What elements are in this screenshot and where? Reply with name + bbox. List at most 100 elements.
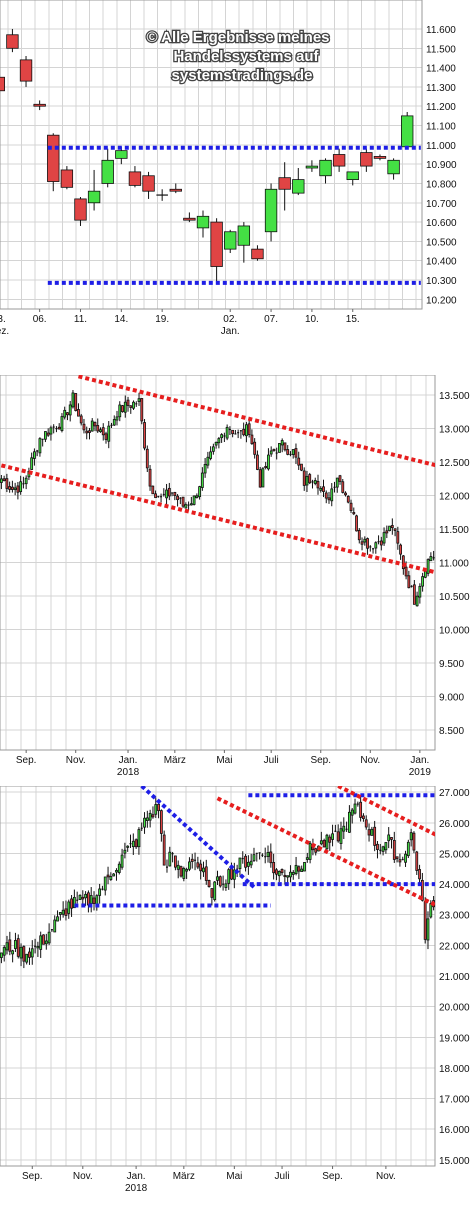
plot-frame [0, 0, 423, 310]
candle-body-down [418, 869, 421, 880]
candle [145, 445, 149, 473]
candle [176, 494, 179, 507]
candle-body-down [247, 423, 251, 435]
candle [302, 467, 306, 491]
candle [272, 448, 276, 452]
candle-body-up [342, 825, 346, 832]
trend-line [77, 375, 435, 468]
trend-line [337, 786, 435, 837]
candle [377, 535, 380, 545]
candle [246, 855, 250, 875]
x-tick-sublabel: Dez. [0, 326, 9, 337]
candle [202, 861, 205, 877]
candle-body-up [196, 215, 210, 229]
candle-body-up [203, 464, 207, 474]
candle-body-down [210, 221, 223, 267]
candle [401, 112, 414, 149]
candle-body-down [328, 836, 332, 843]
candle [44, 933, 48, 950]
candle [324, 490, 328, 504]
candle [99, 427, 102, 433]
candle-body-up [418, 585, 422, 598]
candle [30, 940, 34, 965]
candle-body-down [256, 454, 259, 470]
candle [39, 931, 43, 958]
candle [64, 900, 68, 921]
candle [203, 457, 207, 478]
y-tick-label: 11.600 [426, 25, 456, 36]
candle-body-down [327, 497, 331, 501]
candle [101, 885, 104, 891]
x-tick-sublabel: 2018 [125, 1183, 148, 1194]
candle-body-down [344, 492, 347, 496]
candle [123, 395, 127, 418]
x-tick-sublabel: 2018 [117, 767, 140, 778]
candle-body-up [145, 817, 149, 822]
candle-body-down [250, 434, 254, 445]
candle-body-up [89, 895, 93, 904]
x-tick-sublabel: Jan. [221, 326, 240, 337]
candle-body-down [395, 856, 399, 859]
candle [415, 850, 419, 875]
chart-weekly: 13.500 13.000 12.500 12.000 11.500 11.000 10.5… [0, 375, 470, 778]
candle-body-down [412, 832, 416, 851]
candle [162, 488, 165, 497]
candle [24, 475, 28, 490]
candle-body-up [292, 179, 305, 194]
candle-body-up [224, 231, 237, 250]
y-tick-label: 23.000 [439, 911, 470, 922]
candle-body-up [19, 946, 23, 959]
candle [294, 856, 298, 876]
candle [49, 425, 53, 441]
candle-body-down [79, 415, 83, 424]
candle-body-down [244, 855, 247, 868]
candle-body-down [390, 525, 394, 529]
candle-body-down [81, 896, 85, 900]
candle [247, 417, 251, 438]
candle-body-up [132, 401, 135, 409]
candle [200, 467, 204, 491]
candle [132, 400, 135, 410]
candle-body-down [283, 442, 287, 451]
candle-body-up [406, 841, 410, 857]
candle [143, 419, 146, 451]
candle [255, 852, 258, 862]
candle [379, 843, 382, 855]
candle-body-up [426, 559, 430, 574]
candle [404, 850, 407, 867]
candle [181, 496, 185, 508]
candle [47, 923, 51, 946]
candle-body-up [71, 392, 75, 408]
candle [390, 837, 393, 849]
candle-body-up [53, 919, 57, 933]
y-tick-label: 11.500 [426, 44, 456, 55]
candle [196, 210, 210, 238]
candle [245, 421, 248, 443]
candle-body-up [387, 159, 400, 175]
candle [55, 426, 58, 433]
candle-body-up [30, 948, 34, 958]
candle [16, 481, 20, 500]
candle [66, 412, 69, 421]
candle-body-down [8, 939, 12, 952]
candle [256, 450, 259, 471]
candle [28, 947, 31, 965]
x-tick-label: 14. [114, 314, 128, 325]
candle-body-down [16, 485, 20, 493]
candle [334, 824, 337, 832]
candle [61, 901, 65, 918]
y-axis: 11.600 11.500 11.400 11.300 11.200 11.100 11.0… [426, 25, 457, 306]
candle [42, 934, 45, 945]
candle [74, 196, 87, 226]
x-tick-label: Sep. [16, 755, 37, 766]
candle [237, 222, 251, 263]
candle [19, 475, 23, 495]
y-tick-label: 11.500 [439, 525, 469, 536]
candle-body-up [115, 870, 118, 873]
candle-body-up [303, 862, 306, 872]
candle [421, 572, 425, 592]
candle-body-up [115, 150, 128, 159]
candle-body-down [393, 528, 397, 531]
candle [209, 446, 213, 461]
candle [387, 827, 391, 849]
